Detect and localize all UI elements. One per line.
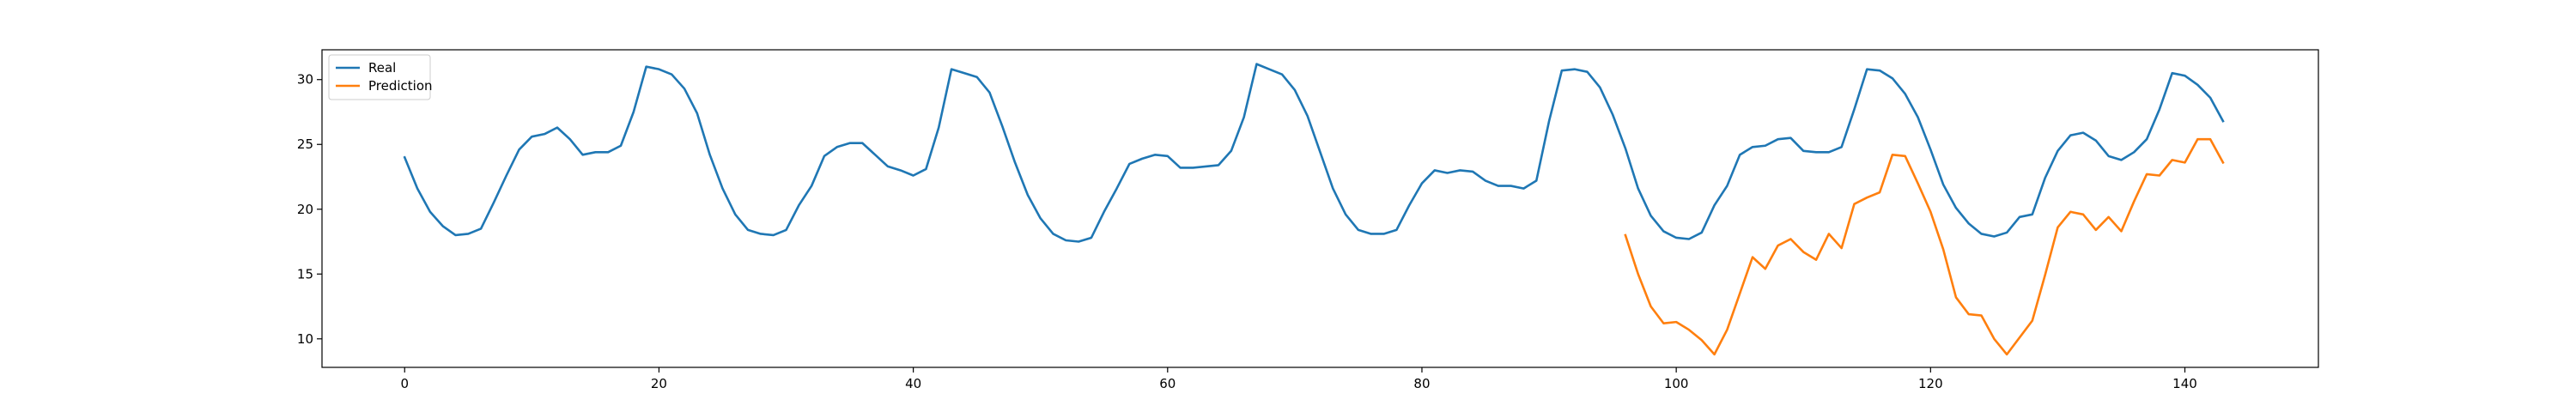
x-tick-label: 40 — [905, 376, 921, 391]
y-tick-label: 10 — [297, 331, 313, 347]
plot-frame — [321, 49, 2319, 368]
legend: Real Prediction — [328, 54, 433, 100]
x-tick-label: 100 — [1664, 376, 1689, 391]
x-tick-label: 0 — [400, 376, 409, 391]
x-axis: 0 20 40 60 80 100 120 140 — [400, 367, 2197, 391]
x-tick-label: 140 — [2172, 376, 2197, 391]
legend-label-real: Real — [368, 60, 396, 76]
y-tick-label: 20 — [297, 202, 313, 217]
x-tick-label: 80 — [1413, 376, 1430, 391]
y-axis: 10 15 20 25 30 — [297, 72, 322, 347]
series-line-real — [403, 63, 2225, 243]
legend-label-prediction: Prediction — [368, 78, 433, 94]
x-tick-label: 20 — [651, 376, 667, 391]
series-layer — [403, 63, 2225, 356]
x-tick-label: 120 — [1918, 376, 1943, 391]
y-tick-label: 15 — [297, 266, 313, 282]
legend-box — [328, 54, 431, 100]
x-tick-label: 60 — [1159, 376, 1176, 391]
y-tick-label: 25 — [297, 136, 313, 152]
y-tick-label: 30 — [297, 72, 313, 88]
plot-area — [322, 50, 2318, 367]
series-line-prediction — [1624, 137, 2225, 356]
